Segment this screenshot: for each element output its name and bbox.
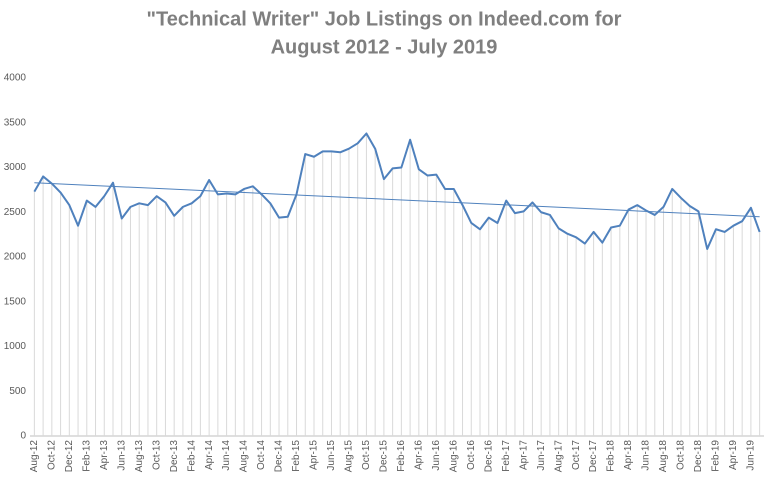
x-tick-label: Jun-18 — [641, 440, 652, 471]
x-tick-label: Jun-16 — [431, 440, 442, 471]
trendline — [34, 182, 760, 218]
x-tick-label: Jun-14 — [221, 440, 232, 471]
x-tick-label: Oct-17 — [571, 440, 582, 470]
y-tick-label: 3500 — [4, 117, 27, 128]
x-tick-label: Dec-14 — [274, 440, 285, 473]
x-tick-label: Feb-15 — [291, 440, 302, 472]
x-tick-label: Apr-18 — [623, 440, 634, 470]
x-tick-label: Aug-17 — [553, 440, 564, 473]
data-line — [33, 132, 761, 250]
x-tick-label: Aug-14 — [239, 440, 250, 473]
x-tick-label: Aug-12 — [29, 440, 40, 473]
x-tick-label: Dec-16 — [483, 440, 494, 473]
x-tick-label: Feb-16 — [396, 440, 407, 472]
x-tick-label: Dec-13 — [169, 440, 180, 473]
x-tick-label: Apr-17 — [518, 440, 529, 470]
x-tick-label: Dec-18 — [693, 440, 704, 473]
y-tick-label: 0 — [20, 431, 26, 442]
x-tick-label: Apr-19 — [728, 440, 739, 470]
x-tick-label: Jun-13 — [116, 440, 127, 471]
x-tick-label: Feb-14 — [186, 440, 197, 472]
x-tick-label: Apr-13 — [99, 440, 110, 470]
x-tick-label: Aug-15 — [344, 440, 355, 473]
x-tick-label: Oct-14 — [256, 440, 267, 470]
x-tick-label: Oct-15 — [361, 440, 372, 470]
x-tick-label: Feb-13 — [81, 440, 92, 472]
x-tick-label: Apr-14 — [204, 440, 215, 470]
x-tick-label: Feb-17 — [501, 440, 512, 472]
x-tick-label: Aug-16 — [448, 440, 459, 473]
x-tick-label: Jun-15 — [326, 440, 337, 471]
x-tick-label: Apr-15 — [309, 440, 320, 470]
x-tick-label: Oct-13 — [151, 440, 162, 470]
x-tick-label: Dec-17 — [588, 440, 599, 473]
x-tick-label: Dec-15 — [379, 440, 390, 473]
y-tick-label: 2500 — [4, 207, 27, 218]
x-tick-label: Aug-18 — [658, 440, 669, 473]
chart-title: "Technical Writer" Job Listings on Indee… — [147, 8, 622, 30]
x-tick-label: Feb-19 — [711, 440, 722, 472]
y-tick-label: 3000 — [4, 162, 27, 173]
x-tick-label: Apr-16 — [413, 440, 424, 470]
y-tick-label: 4000 — [4, 73, 27, 84]
x-tick-label: Oct-18 — [676, 440, 687, 470]
x-tick-label: Aug-13 — [134, 440, 145, 473]
x-tick-label: Dec-12 — [64, 440, 75, 473]
x-tick-label: Feb-18 — [606, 440, 617, 472]
y-tick-label: 1000 — [4, 341, 27, 352]
y-tick-label: 500 — [9, 386, 26, 397]
x-tick-label: Oct-12 — [46, 440, 57, 470]
y-tick-label: 1500 — [4, 296, 27, 307]
x-tick-label: Jun-17 — [536, 440, 547, 471]
x-tick-label: Oct-16 — [466, 440, 477, 470]
chart-title: August 2012 - July 2019 — [271, 36, 498, 58]
y-tick-label: 2000 — [4, 252, 27, 263]
x-tick-label: Jun-19 — [746, 440, 757, 471]
